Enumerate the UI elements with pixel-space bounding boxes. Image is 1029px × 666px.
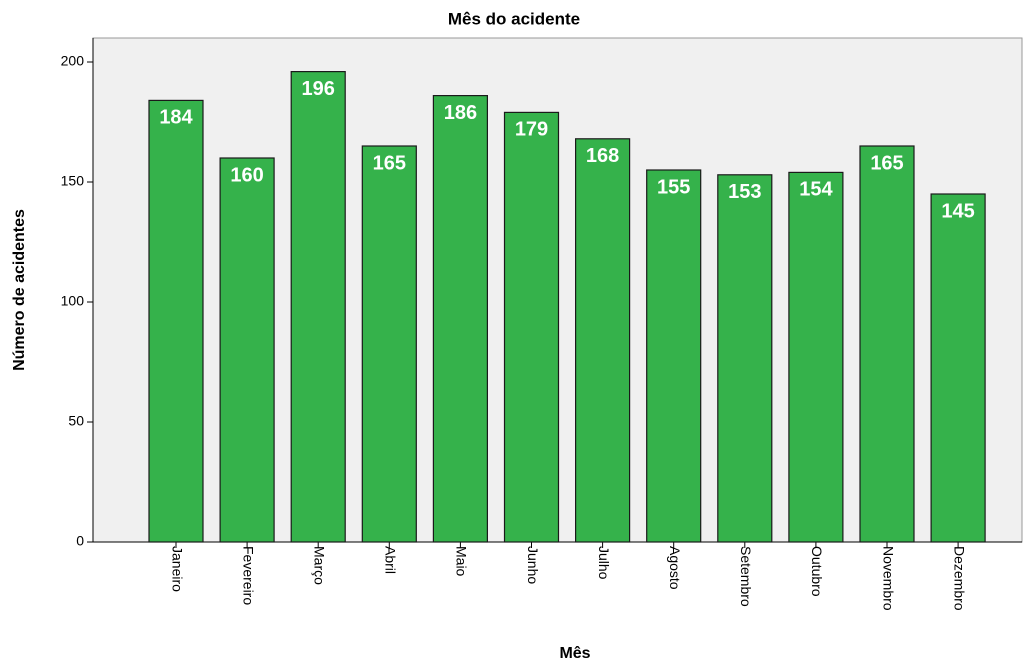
bar [930, 193, 986, 543]
value-label: 165 [870, 152, 903, 174]
bar [432, 94, 488, 543]
bar [219, 157, 275, 543]
x-tick-label: Agosto [667, 546, 683, 590]
bar [148, 99, 204, 543]
y-tick-label: 0 [76, 533, 84, 549]
value-label: 145 [941, 200, 974, 222]
bar [646, 169, 702, 543]
x-tick-label: Setembro [738, 546, 754, 607]
value-label: 155 [657, 176, 690, 198]
bar [788, 171, 844, 543]
x-tick-label: Abril [383, 546, 399, 574]
bar [574, 138, 631, 543]
y-tick-label: 150 [61, 173, 85, 189]
bar [859, 145, 915, 543]
x-tick-label: Maio [454, 546, 470, 577]
x-tick-label: Junho [525, 546, 541, 584]
x-tick-label: Outubro [809, 546, 825, 597]
value-label: 165 [373, 152, 406, 174]
y-tick-label: 50 [68, 413, 84, 429]
bar [717, 174, 773, 543]
x-tick-label: Fevereiro [240, 546, 256, 605]
x-axis-title: Mês [559, 645, 590, 662]
bar [361, 145, 417, 543]
value-label: 196 [302, 78, 335, 100]
x-tick-label: Dezembro [951, 546, 967, 611]
x-tick-label: Novembro [880, 546, 896, 611]
x-tick-label: Março [311, 546, 327, 585]
bar [290, 70, 346, 543]
value-label: 168 [586, 145, 619, 167]
y-tick-label: 200 [61, 53, 85, 69]
value-label: 154 [799, 179, 833, 201]
value-label: 153 [728, 181, 761, 203]
bar [503, 111, 560, 543]
x-tick-label: Janeiro [169, 546, 185, 592]
value-label: 186 [444, 102, 477, 124]
value-label: 160 [230, 164, 263, 186]
value-label: 184 [159, 107, 193, 129]
chart-title: Mês do acidente [448, 9, 580, 28]
y-tick-label: 100 [61, 293, 85, 309]
value-label: 179 [515, 119, 548, 141]
x-tick-label: Julho [596, 546, 612, 580]
y-axis-title: Número de acidentes [11, 209, 28, 371]
